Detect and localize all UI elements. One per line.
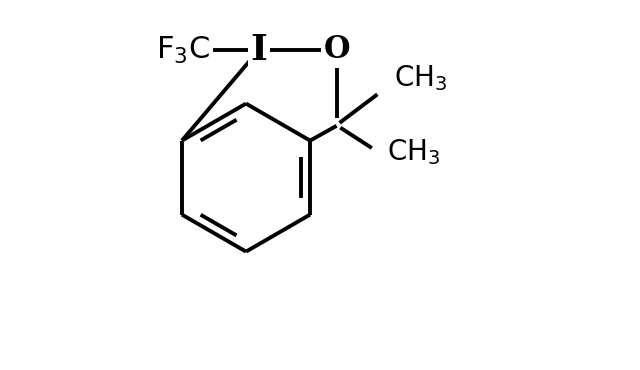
Text: $\mathsf{CH_3}$: $\mathsf{CH_3}$	[394, 63, 447, 92]
Text: $\mathsf{CH_3}$: $\mathsf{CH_3}$	[387, 137, 440, 166]
Text: I: I	[250, 33, 268, 67]
Text: O: O	[323, 34, 350, 65]
Text: $\mathsf{F_3C}$: $\mathsf{F_3C}$	[156, 34, 210, 65]
